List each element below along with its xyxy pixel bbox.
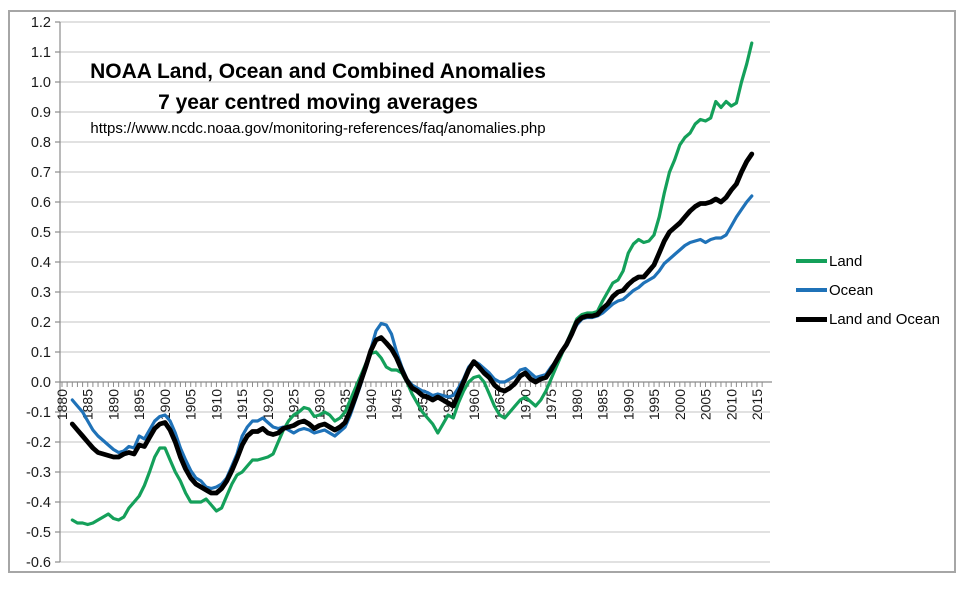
plot-area: 1.2 1.1 1.0 0.9 0.8 0.7 0.6 0.5 0.4 0.3 0.2 0.1 0.0 -… <box>26 15 772 571</box>
legend-label-land-and-ocean: Land and Ocean <box>829 310 940 328</box>
x-tick-label: 2000 <box>672 389 688 420</box>
legend-item-ocean: Ocean <box>796 280 940 300</box>
y-tick-label: 0.6 <box>31 195 51 211</box>
legend-item-land: Land <box>796 251 940 271</box>
x-tick-label: 1960 <box>466 389 482 420</box>
y-tick-label: 0.7 <box>31 165 51 181</box>
y-tick-label: -0.5 <box>26 525 51 541</box>
legend-swatch-ocean-icon <box>796 288 827 292</box>
y-tick-label: 0.8 <box>31 135 51 151</box>
x-tick-label: 1990 <box>620 389 636 420</box>
legend-swatch-land-and-ocean-icon <box>796 316 827 322</box>
x-tick-label: 1920 <box>260 389 276 420</box>
x-tick-labels: 1880 1885 1890 1895 1900 1905 1910 1915 1920 1925… <box>54 389 765 420</box>
legend-item-land-and-ocean: Land and Ocean <box>796 309 940 329</box>
x-tick-label: 2015 <box>749 389 765 420</box>
chart-source-url: https://www.ncdc.noaa.gov/monitoring-ref… <box>90 120 546 137</box>
legend: Land Ocean Land and Ocean <box>796 251 940 338</box>
x-tick-label: 1965 <box>492 389 508 420</box>
y-tick-label: 1.0 <box>31 75 51 91</box>
y-tick-label: 1.2 <box>31 15 51 31</box>
y-tick-labels: 1.2 1.1 1.0 0.9 0.8 0.7 0.6 0.5 0.4 0.3 0.2 0.1 0.0 -… <box>26 15 51 571</box>
x-tick-label: 1885 <box>80 389 96 420</box>
y-tick-label: -0.6 <box>26 555 51 571</box>
series-land-and-ocean <box>69 151 755 496</box>
y-tick-label: 0.3 <box>31 285 51 301</box>
y-tick-label: -0.4 <box>26 495 51 511</box>
x-axis-ticks <box>61 382 763 387</box>
series-land <box>70 41 754 527</box>
title-block: NOAA Land, Ocean and Combined Anomalies … <box>18 56 618 140</box>
x-tick-label: 1970 <box>517 389 533 420</box>
legend-swatch-land-icon <box>796 259 827 263</box>
x-tick-label: 1905 <box>183 389 199 420</box>
x-tick-label: 1980 <box>569 389 585 420</box>
chart-title: NOAA Land, Ocean and Combined Anomalies <box>90 60 546 83</box>
legend-label-land: Land <box>829 252 863 270</box>
x-tick-label: 1975 <box>543 389 559 420</box>
y-tick-label: 0.1 <box>31 345 51 361</box>
x-tick-label: 1940 <box>363 389 379 420</box>
legend-label-ocean: Ocean <box>829 281 874 299</box>
x-tick-label: 1880 <box>54 389 70 420</box>
x-tick-label: 1910 <box>208 389 224 420</box>
y-tick-label: -0.3 <box>26 465 51 481</box>
x-tick-label: 1945 <box>389 389 405 420</box>
y-tick-label: -0.2 <box>26 435 51 451</box>
chart-subtitle: 7 year centred moving averages <box>158 91 478 114</box>
y-tick-label: 0.2 <box>31 315 51 331</box>
x-tick-label: 2005 <box>698 389 714 420</box>
x-tick-label: 2010 <box>723 389 739 420</box>
y-tick-label: 0.0 <box>31 375 51 391</box>
x-tick-label: 1915 <box>234 389 250 420</box>
x-tick-label: 1900 <box>157 389 173 420</box>
y-tick-label: -0.1 <box>26 405 51 421</box>
y-tick-label: 0.5 <box>31 225 51 241</box>
y-tick-label: 0.4 <box>31 255 51 271</box>
y-tick-label: 1.1 <box>31 45 51 61</box>
x-tick-label: 1995 <box>646 389 662 420</box>
x-tick-label: 1890 <box>105 389 121 420</box>
x-tick-label: 1985 <box>595 389 611 420</box>
x-tick-label: 1895 <box>131 389 147 420</box>
y-tick-label: 0.9 <box>31 105 51 121</box>
